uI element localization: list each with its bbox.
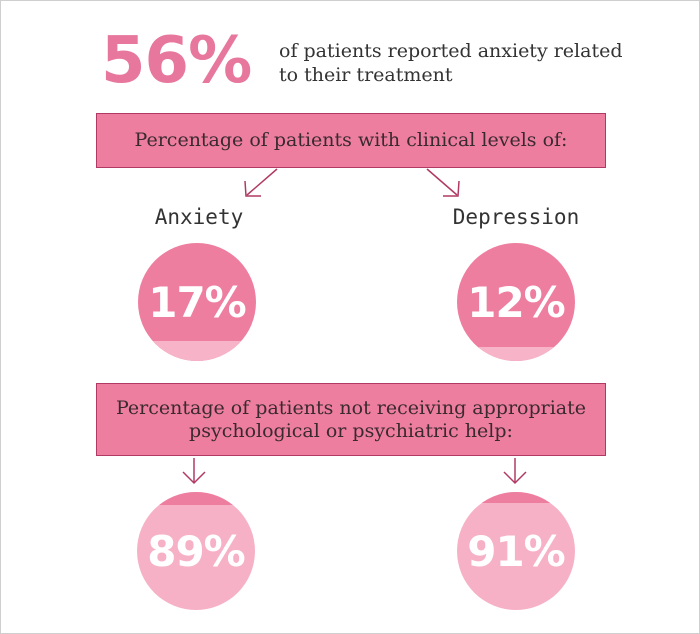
help-circle-2: 91% (457, 492, 575, 610)
help-banner: Percentage of patients not receiving app… (96, 383, 606, 456)
clinical-levels-banner: Percentage of patients with clinical lev… (96, 113, 606, 168)
arrow-down-left-icon (244, 168, 278, 197)
headline-stat: 56% (101, 24, 252, 98)
depression-label: Depression (452, 205, 580, 229)
help-value-1: 89% (147, 526, 246, 576)
arrow-down-right-icon (426, 168, 460, 197)
anxiety-circle: 17% (138, 243, 256, 361)
headline-caption: of patients reported anxiety related to … (279, 40, 623, 86)
clinical-levels-banner-text: Percentage of patients with clinical lev… (134, 129, 568, 151)
depression-fill (457, 346, 575, 361)
help-circle-1: 89% (137, 492, 255, 610)
anxiety-fill (138, 340, 256, 361)
anxiety-value: 17% (148, 277, 247, 327)
depression-value: 12% (467, 277, 566, 327)
anxiety-label: Anxiety (154, 205, 244, 229)
help-fill-1 (137, 492, 255, 505)
help-fill-2 (457, 492, 575, 503)
arrow-down-icon (182, 458, 206, 485)
help-banner-text: Percentage of patients not receiving app… (116, 396, 586, 442)
help-value-2: 91% (467, 526, 566, 576)
arrow-down-icon (503, 458, 527, 485)
depression-circle: 12% (457, 243, 575, 361)
